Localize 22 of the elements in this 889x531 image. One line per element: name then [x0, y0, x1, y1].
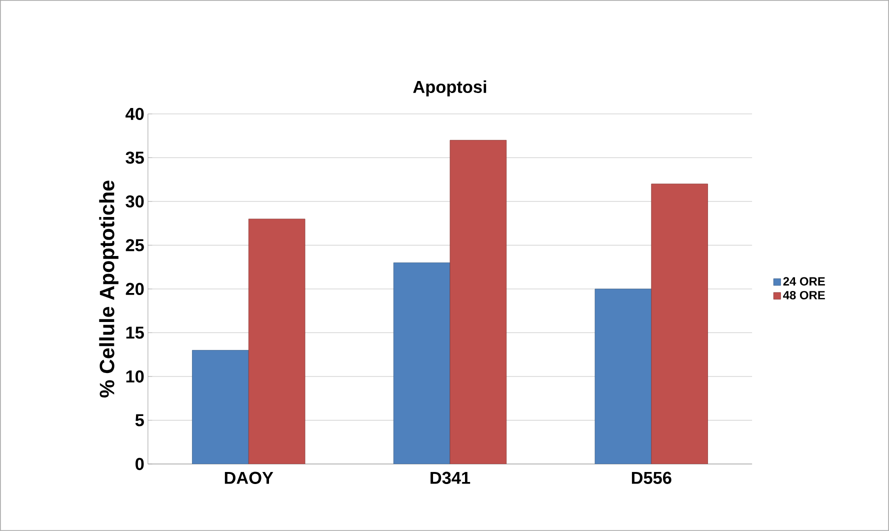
bar [594, 288, 652, 464]
y-tick-label: 15 [126, 326, 144, 339]
legend-label: 24 ORE [783, 277, 825, 286]
bar [192, 350, 249, 464]
y-tick-label: 10 [126, 370, 144, 383]
bar [248, 218, 306, 464]
y-tick-label: 35 [126, 152, 144, 164]
chart-title: Apoptosi [413, 80, 486, 96]
y-axis-title: % Cellule Apoptotiche [99, 180, 118, 398]
legend-label: 48 ORE [783, 291, 825, 300]
bar [393, 262, 450, 464]
y-tick-label: 5 [135, 414, 144, 426]
bar [651, 184, 708, 464]
y-tick-label: 30 [126, 195, 144, 208]
x-tick-label: D556 [632, 472, 672, 484]
x-tick-label: D341 [430, 472, 470, 484]
y-tick-label: 20 [126, 282, 144, 296]
y-tick-label: 40 [126, 108, 144, 120]
y-tick-label: 25 [126, 239, 144, 252]
bar [450, 140, 507, 464]
x-tick-label: DAOY [224, 472, 274, 484]
y-tick-label: 0 [136, 458, 144, 470]
